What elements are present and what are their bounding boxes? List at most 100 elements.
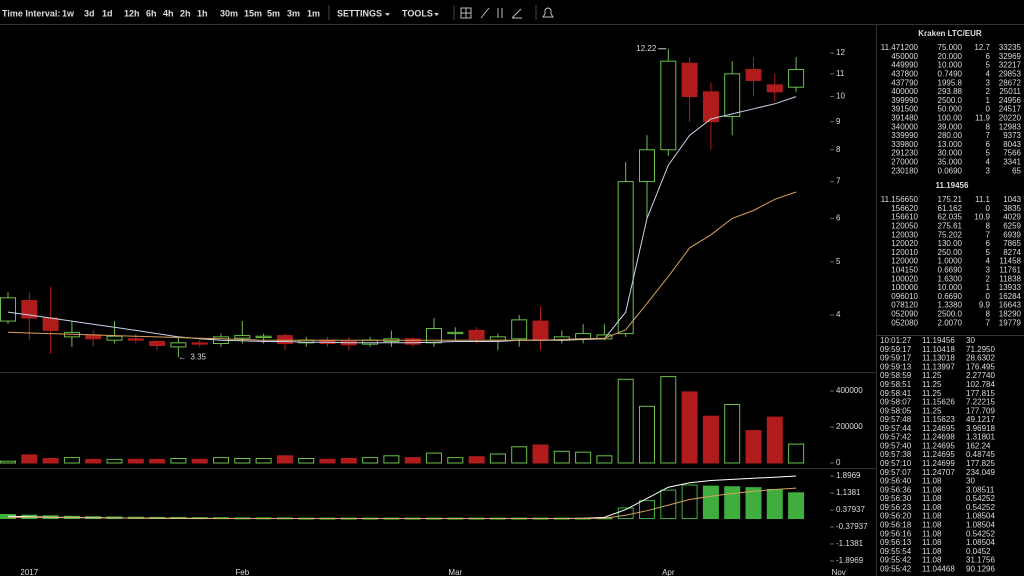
book-cell: 120030 [891,230,918,239]
book-cell: 62.035 [938,213,963,222]
book-cell: 11.9 [975,114,991,123]
interval-button[interactable]: 2h [180,8,191,18]
trade-time: 09:59:17 [880,345,912,354]
trade-time: 09:58:07 [880,398,912,407]
book-cell: 32217 [999,61,1022,70]
trade-amount: 0.54252 [966,503,995,512]
y-tick-label: 1.8969 [836,471,861,480]
drawing-tools[interactable] [460,7,554,19]
book-cell: 2500.0 [938,96,963,105]
y-tick-label: -1.1381 [836,539,864,548]
interval-button[interactable]: 1h [197,8,208,18]
book-cell: 1.0000 [938,257,963,266]
book-cell: 24956 [999,96,1022,105]
volume-bar [681,391,698,464]
interval-button[interactable]: 1w [62,8,75,18]
book-cell: 4 [986,158,991,167]
book-cell: 20220 [999,114,1022,123]
interval-button[interactable]: 3d [84,8,95,18]
volume-bar [170,458,187,464]
interval-button[interactable]: 30m [220,8,238,18]
book-cell: 450000 [891,52,918,61]
trade-amount: 1.31801 [966,433,995,442]
book-cell: 120010 [891,248,918,257]
volume-bar [0,460,16,464]
trade-amount: 1.08504 [966,538,995,547]
trade-price: 11.24707 [922,468,955,477]
interval-button[interactable]: 1d [102,8,113,18]
trade-time: 09:58:59 [880,371,912,380]
book-cell: 120020 [891,239,918,248]
trade-time: 09:59:17 [880,354,912,363]
volume-bar [511,446,528,464]
book-cell: 39.000 [938,122,963,131]
interval-button[interactable]: 1m [307,8,320,18]
trade-price: 11.08 [922,477,942,486]
y-tick-label: 6 [836,213,841,222]
fib-tool[interactable] [511,8,522,19]
candle-body [745,69,762,81]
book-cell: 35.000 [938,158,963,167]
trade-time: 09:57:38 [880,450,912,459]
interval-button[interactable]: 6h [146,8,157,18]
book-cell: 120000 [891,257,918,266]
trade-price: 11.25 [922,371,942,380]
book-cell: 9.9 [979,301,991,310]
y-tick-label: 5 [836,257,841,266]
candle-body [170,342,187,348]
trade-price: 11.24695 [922,424,955,433]
book-cell: 5 [986,61,991,70]
book-cell: 12983 [999,122,1022,131]
volume-bar [788,443,805,464]
candle-body [0,297,16,322]
candle-body [511,319,528,340]
macd-line [8,487,797,519]
trade-amount: 0.48745 [966,450,995,459]
volume-bar [255,458,272,464]
candle-body [106,335,123,341]
volume-bar [127,458,144,464]
interval-button[interactable]: 4h [163,8,174,18]
x-tick-label: Nov [832,568,846,576]
volume-bar [745,430,762,464]
candle-body [660,60,677,151]
trade-amount: 49.1217 [966,415,995,424]
trade-price: 11.08 [922,529,942,538]
volume-bar [426,452,442,464]
book-cell: 3 [986,78,991,87]
candle-body [681,62,698,98]
volume-bar [106,458,123,464]
trade-amount: 71.2950 [966,345,995,354]
book-cell: 29853 [999,70,1022,79]
volume-bar [362,457,379,464]
alert-tool[interactable] [542,7,554,18]
trade-price: 11.24695 [922,450,955,459]
book-cell: 75.202 [938,230,963,239]
menu-button[interactable]: SETTINGS [337,8,382,18]
book-cell: 13933 [999,283,1022,292]
book-cell: 250.00 [938,248,963,257]
line-tool[interactable] [480,7,490,19]
volume-bar [447,457,464,464]
y-tick-label: -0.37937 [836,522,868,531]
interval-button[interactable]: 3m [287,8,300,18]
book-cell: 340000 [891,122,918,131]
book-cell: 9373 [1003,131,1021,140]
candle-body [724,73,741,117]
macd-bar [702,485,719,520]
interval-button[interactable]: 5m [267,8,280,18]
book-cell: 33235 [999,43,1022,52]
trade-price: 11.19456 [922,336,955,345]
candle-body [766,84,783,93]
trade-price: 11.08 [922,520,942,529]
interval-button[interactable]: 15m [244,8,262,18]
volume-bar [63,457,80,464]
menu-button[interactable]: TOOLS [402,8,433,18]
book-cell: 230180 [891,166,918,175]
trade-price: 11.08 [922,503,942,512]
trade-time: 09:57:48 [880,415,912,424]
y-tick-label: 400000 [836,386,863,395]
interval-button[interactable]: 12h [124,8,140,18]
book-cell: 052080 [891,318,918,327]
